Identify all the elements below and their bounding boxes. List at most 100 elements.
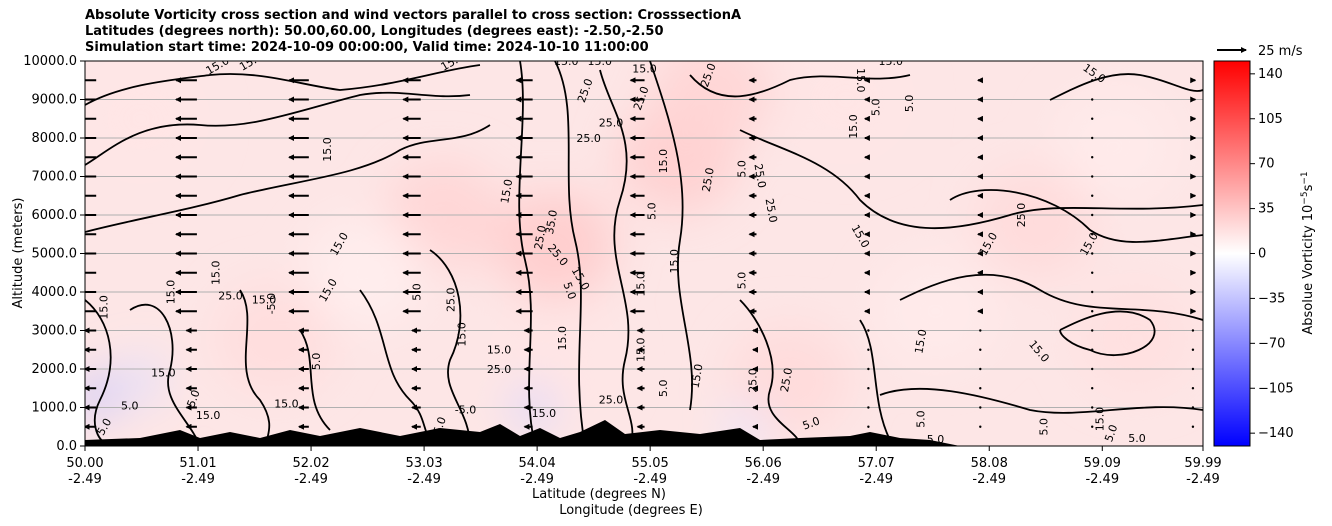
wind-vector xyxy=(1091,136,1094,140)
contour-label: 5.0 xyxy=(903,95,916,113)
contour-label: 15.0 xyxy=(632,63,657,76)
contour-label: 15.0 xyxy=(97,295,110,320)
x-tick-label-lon: -2.49 xyxy=(520,472,554,487)
wind-vector xyxy=(1091,367,1094,371)
wind-vector xyxy=(1091,98,1094,101)
x-tick-label-lat: 54.04 xyxy=(519,456,556,471)
contour-line xyxy=(85,91,471,166)
vorticity-region xyxy=(304,217,425,328)
contour-label: 15.0 xyxy=(554,55,579,68)
contour-label: 5.0 xyxy=(646,202,659,220)
y-tick-label: 1000.0 xyxy=(32,401,78,416)
vorticity-region xyxy=(1076,283,1197,394)
wind-vector xyxy=(979,406,982,409)
contour-label: 15.0 xyxy=(657,149,670,174)
wind-vector xyxy=(1191,329,1195,332)
contour-label: 15.0 xyxy=(498,178,515,204)
contour-label: 15.0 xyxy=(165,280,178,305)
x-tick-label-lon: -2.49 xyxy=(859,472,893,487)
y-axis-label: Altitude (meters) xyxy=(11,198,26,309)
wind-vector xyxy=(979,348,982,351)
wind-vector xyxy=(867,387,870,390)
contour-label: 25.0 xyxy=(576,132,601,145)
colorbar-tick-label: 0 xyxy=(1258,247,1266,262)
y-tick-label: 9000.0 xyxy=(32,93,78,108)
contour-label: 25.0 xyxy=(599,394,624,407)
vorticity-field: 15.0 15.0 15.0 15.0 15.0 15.0 15.0 15.0 15.0 25.0… xyxy=(85,55,1203,446)
contour-line xyxy=(85,299,112,446)
contour-label: 5.0 xyxy=(1128,432,1146,445)
contour-label: 15.0 xyxy=(252,294,277,307)
x-tick-label-lon: -2.49 xyxy=(746,472,780,487)
contour-label: 25.0 xyxy=(599,116,624,129)
contour-label: 15.0 xyxy=(274,398,299,411)
contour-line xyxy=(649,61,693,411)
wind-vector xyxy=(1191,425,1195,428)
contour-label: 15.0 xyxy=(879,55,904,68)
wind-vector xyxy=(1091,290,1094,294)
y-axis: 0.0 1000.0 2000.0 3000.0 4000.0 5000.0 6000.0 7… xyxy=(23,54,85,454)
x-tick-label-lat: 59.99 xyxy=(1184,456,1221,471)
x-tick-label-lat: 51.01 xyxy=(179,456,216,471)
x-tick-label-lon: -2.49 xyxy=(633,472,667,487)
contour-label: 5.0 xyxy=(1037,418,1050,436)
y-tick-label: 7000.0 xyxy=(32,170,78,185)
contour-label: 25.0 xyxy=(532,224,549,250)
y-tick-label: 5000.0 xyxy=(32,247,78,262)
y-tick-label: 2000.0 xyxy=(32,362,78,377)
contour-label: 5.0 xyxy=(657,380,670,398)
wind-vector xyxy=(1191,406,1195,409)
x-tick-label-lat: 56.06 xyxy=(745,456,782,471)
vorticity-region xyxy=(976,167,1097,278)
negative-vorticity-region xyxy=(122,358,159,403)
wind-vector xyxy=(867,348,870,351)
contour-label: 5.0 xyxy=(927,433,945,446)
contour-line xyxy=(879,387,1203,414)
x-axis: 50.00-2.4951.01-2.4952.02-2.4953.03-2.49… xyxy=(66,446,1222,487)
wind-key-label: 25 m/s xyxy=(1258,44,1303,59)
y-tick-label: 0.0 xyxy=(56,439,77,454)
contour-label: -5.0 xyxy=(265,293,278,314)
vorticity-region xyxy=(651,61,772,147)
wind-vector xyxy=(1091,329,1094,332)
colorbar-tick-label: 70 xyxy=(1258,157,1275,172)
wind-vector xyxy=(1091,156,1094,159)
x-tick-label-lon: -2.49 xyxy=(407,472,441,487)
colorbar-gradient xyxy=(1213,60,1251,447)
y-tick-label: 10000.0 xyxy=(23,54,77,69)
vorticity-region xyxy=(1054,90,1175,201)
x-tick-label-lon: -2.49 xyxy=(294,472,328,487)
wind-vector xyxy=(1191,387,1195,390)
colorbar-tick-label: −105 xyxy=(1258,381,1294,396)
wind-vector xyxy=(1091,117,1094,120)
wind-vector xyxy=(867,425,870,428)
x-tick-label-lat: 58.08 xyxy=(971,456,1008,471)
wind-vector xyxy=(1191,367,1195,371)
x-tick-label-lon: -2.49 xyxy=(972,472,1006,487)
chart-title-line-3: Simulation start time: 2024-10-09 00:00:… xyxy=(85,40,649,55)
vorticity-region xyxy=(730,325,851,436)
contour-label: 5.0 xyxy=(735,272,748,290)
contour-label: 25.0 xyxy=(700,167,717,193)
contour-label: 25.0 xyxy=(444,287,457,312)
contour-label: 15.0 xyxy=(487,344,512,357)
contour-line xyxy=(429,249,471,446)
wind-vector xyxy=(1091,194,1094,197)
wind-vector xyxy=(1091,233,1094,236)
colorbar: 140 105 70 35 0 −35 −70 −105 −140 Absolue Vortic… xyxy=(1213,60,1316,447)
wind-vector xyxy=(1091,271,1094,274)
y-tick-label: 8000.0 xyxy=(32,131,78,146)
wind-vector xyxy=(867,406,870,409)
contour-label: 15.0 xyxy=(151,367,176,380)
chart-title-line-2: Latitudes (degrees north): 50.00,60.00, … xyxy=(85,24,664,39)
contour-label: 5.0 xyxy=(411,283,424,301)
y-tick-label: 4000.0 xyxy=(32,285,78,300)
x-tick-label-lat: 53.03 xyxy=(405,456,442,471)
vorticity-region xyxy=(495,306,616,417)
contour-label: 15.0 xyxy=(854,68,867,93)
wind-vector xyxy=(1191,348,1195,351)
contour-line xyxy=(85,64,481,106)
contour-label: 5.0 xyxy=(310,353,323,371)
contour-label: 25.0 xyxy=(1015,203,1028,228)
